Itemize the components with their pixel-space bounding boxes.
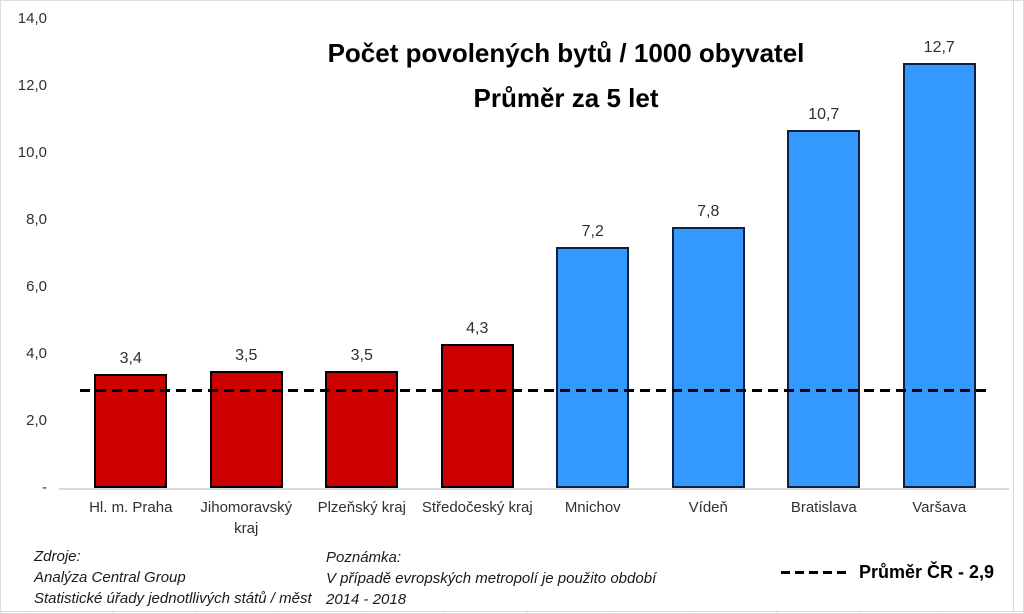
bar: [671, 226, 745, 488]
x-axis-label: Vídeň: [688, 499, 728, 516]
bar: [787, 129, 861, 488]
y-axis-tick-label: 6,0: [26, 278, 47, 295]
x-axis-label: Plzeňský kraj: [317, 499, 406, 516]
x-axis-label: Bratislava: [790, 499, 857, 516]
bar-column: 10,7: [766, 19, 882, 488]
chart-title-block: Počet povolených bytů / 1000 obyvatel Pr…: [107, 31, 1023, 121]
bar-value-label: 7,2: [581, 222, 604, 240]
chart-title: Počet povolených bytů / 1000 obyvatel: [327, 38, 805, 68]
note-line: V případě evropských metropolí je použit…: [326, 570, 657, 587]
bar-value-label: 4,3: [466, 319, 489, 337]
y-axis-tick-label: 4,0: [26, 345, 47, 362]
chart-subtitle: Průměr za 5 let: [473, 83, 659, 113]
bar: [440, 343, 514, 488]
x-axis-label: Varšava: [912, 499, 967, 516]
bar-value-label: 12,7: [923, 38, 955, 56]
bar: [902, 62, 976, 488]
y-axis-tick-label: 14,0: [17, 10, 47, 27]
sources-line: Statistické úřady jednotllivých států / …: [34, 590, 312, 607]
note-block: Poznámka: V případě evropských metropolí…: [326, 547, 656, 610]
bar-value-label: 3,5: [350, 346, 373, 364]
bar-value-label: 7,8: [697, 202, 720, 220]
spreadsheet-gridline-horizontal: [1, 611, 1023, 612]
y-axis-tick-label: 12,0: [17, 77, 47, 94]
x-axis-label: Jihomoravský kraj: [200, 499, 293, 537]
y-axis-tick-label: -: [42, 479, 47, 496]
bar-value-label: 3,4: [119, 350, 142, 368]
x-axis-labels: Hl. m. Praha Jihomoravský kraj Plzeňský kr…: [73, 497, 997, 539]
x-axis-label: Středočeský kraj: [421, 499, 533, 516]
bar-column: 7,8: [651, 19, 767, 488]
note-line: 2014 - 2018: [326, 591, 407, 608]
bar-value-label: 10,7: [808, 105, 840, 123]
sources-note: Zdroje: Analýza Central Group Statistick…: [34, 546, 312, 609]
bar-column: 12,7: [882, 19, 998, 488]
bar-value-label: 3,5: [235, 346, 258, 364]
sources-heading: Zdroje:: [34, 548, 81, 565]
bar-column: 3,5: [304, 19, 420, 488]
spreadsheet-gridline-vertical: [1013, 1, 1014, 612]
x-axis-label: Hl. m. Praha: [89, 499, 173, 516]
plot-area: 3,4 3,5 3,5 4,3 7,2 7,8 10,7 12,7: [59, 19, 1009, 490]
bar-column: 7,2: [535, 19, 651, 488]
bar: [94, 374, 168, 488]
legend-label: Průměr ČR - 2,9: [859, 562, 995, 582]
legend: Průměr ČR - 2,9: [781, 562, 994, 582]
y-axis-tick-label: 8,0: [26, 211, 47, 228]
bar-column: 3,4: [73, 19, 189, 488]
dashed-line-icon: [781, 570, 847, 574]
y-axis-tick-label: 10,0: [17, 144, 47, 161]
spreadsheet-gridline-stubs: [1, 612, 1023, 613]
y-axis-tick-label: 2,0: [26, 412, 47, 429]
x-axis-label: Mnichov: [564, 499, 621, 516]
sources-line: Analýza Central Group: [34, 569, 186, 586]
bar: [556, 246, 630, 488]
y-axis: 14,0 12,0 10,0 8,0 6,0 4,0 2,0 -: [1, 1, 47, 613]
bar-column: 4,3: [420, 19, 536, 488]
average-line: [80, 388, 988, 392]
bars-region: 3,4 3,5 3,5 4,3 7,2 7,8 10,7 12,7: [73, 19, 997, 488]
bar-column: 3,5: [189, 19, 305, 488]
note-heading: Poznámka:: [326, 549, 402, 566]
